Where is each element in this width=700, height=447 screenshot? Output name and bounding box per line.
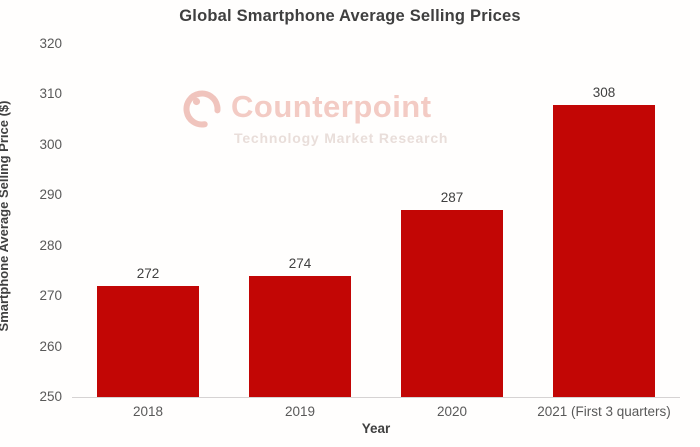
bar bbox=[249, 275, 351, 397]
counterpoint-logo-icon bbox=[183, 90, 221, 128]
bar-value-label: 272 bbox=[136, 266, 160, 282]
y-tick-label: 280 bbox=[39, 237, 62, 253]
x-axis-title: Year bbox=[361, 421, 391, 436]
x-axis-line bbox=[72, 397, 680, 398]
y-tick-label: 310 bbox=[39, 86, 62, 102]
x-tick-label: 2018 bbox=[132, 404, 164, 419]
x-tick-label: 2020 bbox=[436, 404, 468, 419]
y-tick-label: 260 bbox=[39, 338, 62, 354]
bar bbox=[97, 286, 199, 397]
chart-title: Global Smartphone Average Selling Prices bbox=[179, 7, 521, 25]
bar-value-label: 287 bbox=[440, 190, 464, 206]
watermark-name: Counterpoint bbox=[231, 89, 432, 124]
plot-area: Counterpoint Technology Market Research … bbox=[39, 36, 680, 419]
y-tick-label: 290 bbox=[39, 187, 62, 203]
y-tick-label: 250 bbox=[39, 389, 62, 404]
watermark: Counterpoint Technology Market Research bbox=[182, 82, 448, 146]
watermark-tagline: Technology Market Research bbox=[234, 130, 449, 146]
x-tick-label: 2019 bbox=[284, 404, 316, 419]
bar bbox=[401, 210, 503, 397]
y-tick-label: 270 bbox=[39, 288, 62, 304]
bar bbox=[553, 104, 655, 397]
bar-value-label: 308 bbox=[592, 84, 616, 100]
x-tick-label: 2021 (First 3 quarters) bbox=[537, 404, 671, 419]
y-tick-label: 320 bbox=[39, 36, 62, 51]
bar-value-label: 274 bbox=[288, 255, 312, 271]
y-tick-label: 300 bbox=[39, 136, 62, 152]
